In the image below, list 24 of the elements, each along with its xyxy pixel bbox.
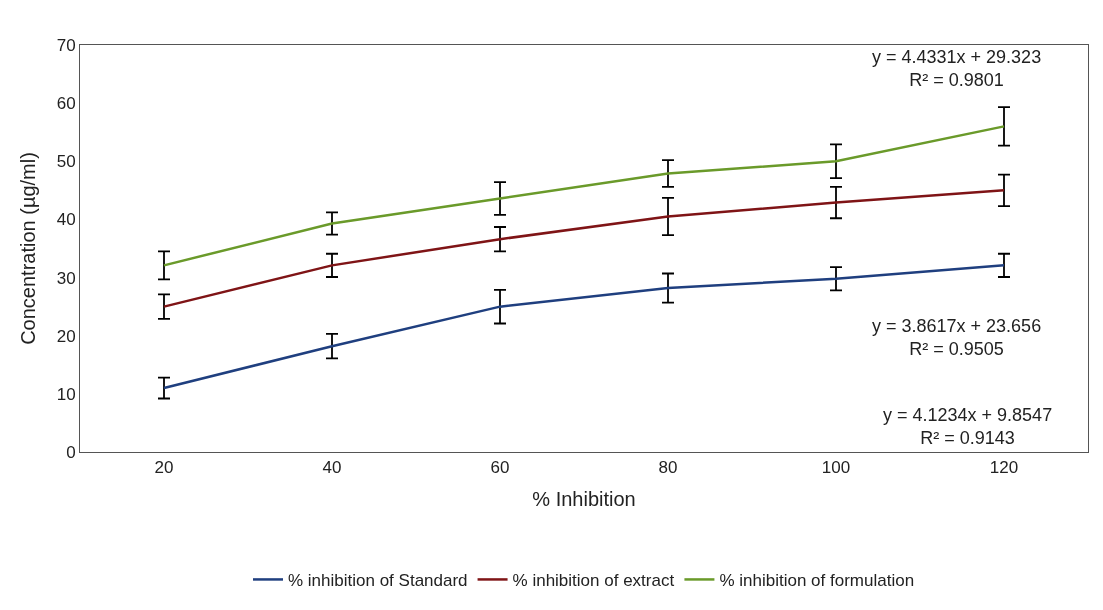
y-axis-title: Concentration (µg/ml) [17,152,40,345]
annotation: y = 4.4331x + 29.323 R² = 0.9801 [872,47,1042,91]
x-tick-label: 120 [989,458,1019,478]
legend-label: % inhibition of Standard [288,571,468,591]
x-tick-label: 20 [154,458,174,478]
line-series [162,189,1006,308]
y-tick-label: 20 [56,326,76,346]
y-tick-label: 70 [56,35,76,55]
x-tick-label: 80 [658,458,678,478]
y-tick-label: 50 [56,152,76,172]
y-tick-label: 30 [56,268,76,288]
annotation: y = 3.8617x + 23.656 R² = 0.9505 [872,316,1042,360]
x-axis-title: % Inhibition [532,487,636,510]
legend-label: % inhibition of formulation [719,571,915,591]
annotation: y = 4.1234x + 9.8547 R² = 0.9143 [883,405,1053,449]
x-tick-label: 60 [490,458,510,478]
y-tick-label: 60 [56,94,76,114]
y-tick-label: 40 [56,210,76,230]
y-tick-label: 10 [56,384,76,404]
x-tick-label: 100 [821,458,851,478]
x-tick-label: 40 [322,458,342,478]
line-series [162,125,1006,267]
y-tick-label: 0 [66,442,76,462]
legend-label: % inhibition of extract [512,571,675,591]
